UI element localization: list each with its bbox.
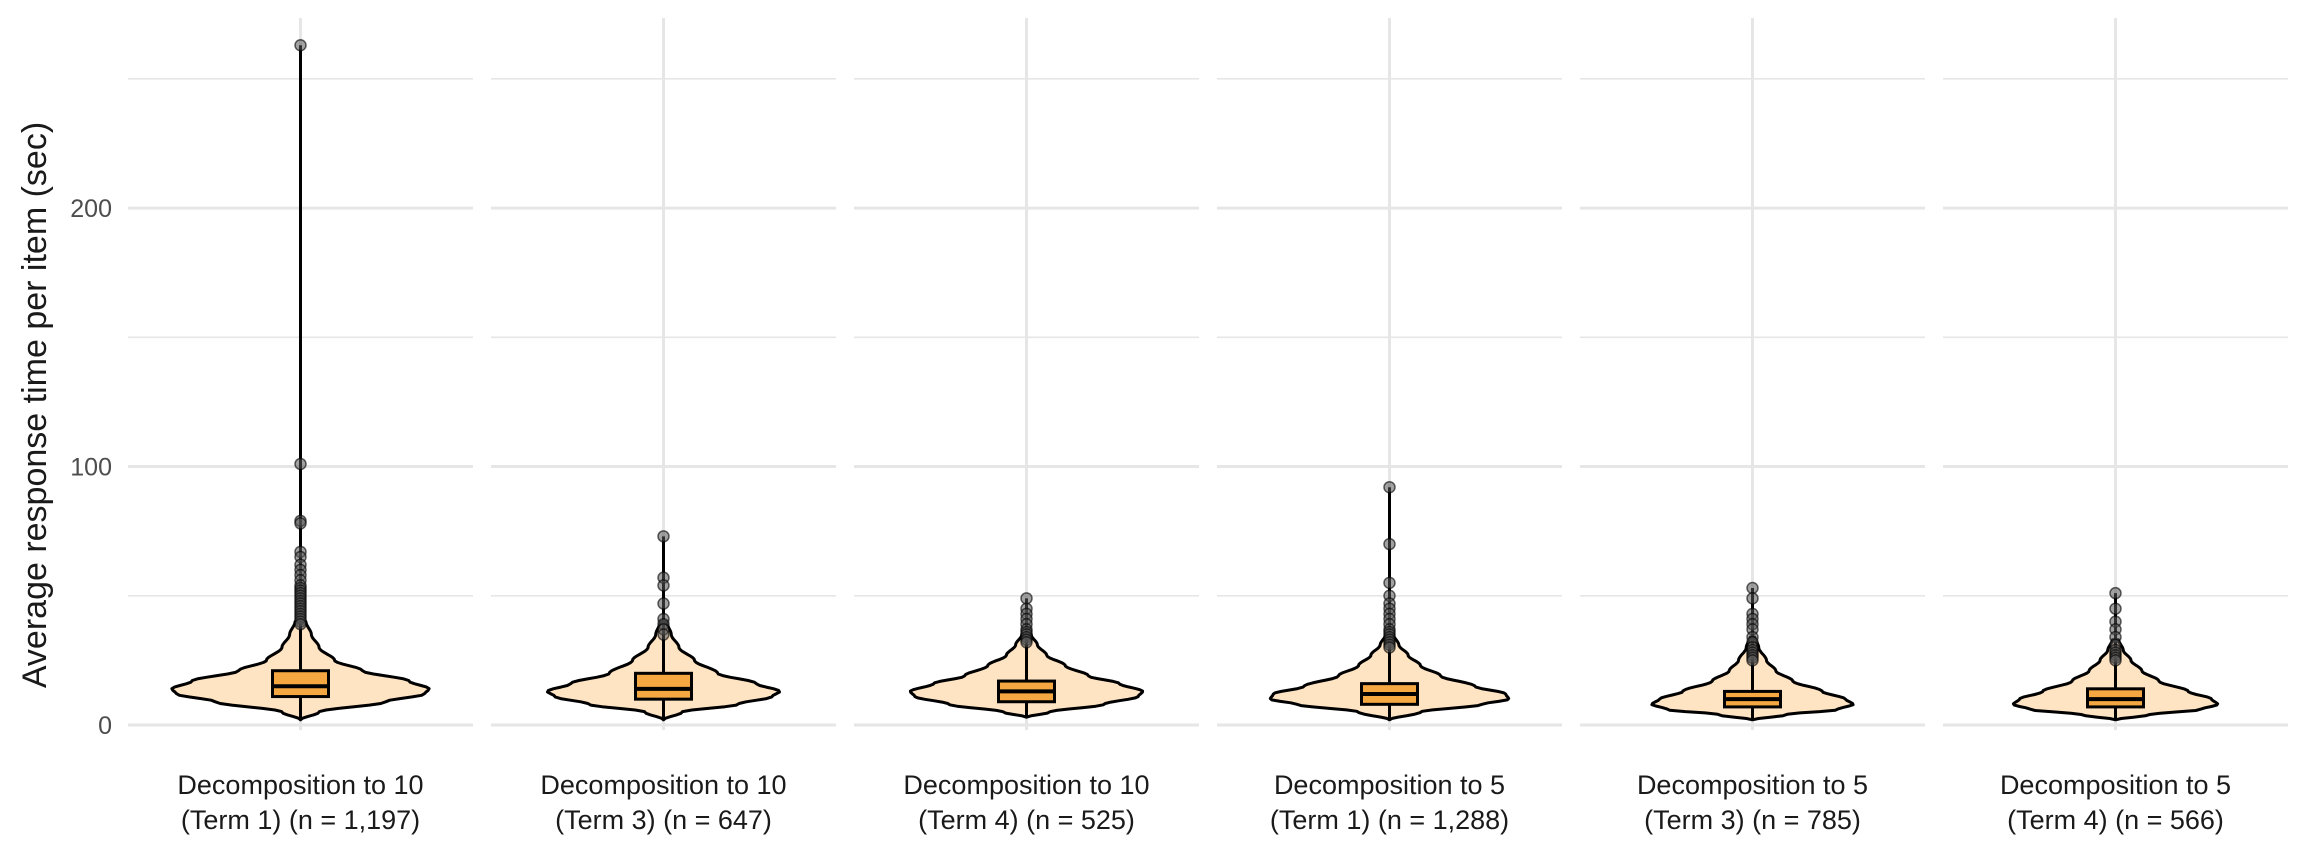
category-label-line1: Decomposition to 10	[540, 770, 786, 800]
outlier-point	[1746, 654, 1759, 667]
y-axis: Average response time per item (sec) 0 10…	[16, 122, 112, 740]
category-label-line2: (Term 1) (n = 1,288)	[1270, 805, 1509, 835]
outlier-point	[1746, 581, 1759, 595]
box-iqr	[271, 669, 330, 699]
grid-layer	[128, 18, 2288, 730]
violin-panel: Decomposition to 10 (Term 4) (n = 525)	[903, 592, 1150, 835]
category-label-line1: Decomposition to 10	[903, 770, 1149, 800]
outlier-point	[1383, 537, 1396, 551]
outlier-point	[294, 517, 307, 530]
category-label-line2: (Term 1) (n = 1,197)	[181, 805, 420, 835]
outlier-point	[1383, 641, 1396, 654]
outlier-point	[1746, 592, 1759, 605]
category-label-line1: Decomposition to 5	[2000, 770, 2231, 800]
outlier-point	[1020, 592, 1033, 605]
violin-panel: Decomposition to 10 (Term 3) (n = 647)	[540, 530, 787, 835]
category-label-line1: Decomposition to 10	[177, 770, 423, 800]
outlier-point	[2109, 602, 2122, 615]
y-axis-title: Average response time per item (sec)	[16, 122, 54, 688]
violin-panel: Decomposition to 5 (Term 1) (n = 1,288)	[1268, 480, 1511, 835]
outlier-point	[294, 457, 307, 471]
outlier-point	[657, 628, 670, 641]
outlier-point	[294, 38, 307, 52]
violin-panel: Decomposition to 5 (Term 3) (n = 785)	[1637, 581, 1868, 835]
outlier-point	[1020, 636, 1033, 649]
y-tick-label: 0	[98, 712, 112, 740]
outlier-point	[1383, 576, 1396, 590]
box-iqr	[634, 671, 693, 701]
category-label-line1: Decomposition to 5	[1637, 770, 1868, 800]
outlier-point	[2109, 586, 2122, 600]
category-label-line2: (Term 3) (n = 647)	[555, 805, 772, 835]
y-tick-label: 100	[70, 454, 112, 482]
violin-panel: Decomposition to 10 (Term 1) (n = 1,197)	[170, 38, 431, 835]
y-tick-label: 200	[70, 195, 112, 223]
category-label-line2: (Term 3) (n = 785)	[1644, 805, 1861, 835]
outlier-point	[657, 579, 670, 592]
panels-layer: Decomposition to 10(Term 1) (n = 1,197)D…	[170, 38, 2231, 835]
outlier-point	[1383, 480, 1396, 494]
outlier-point	[657, 530, 670, 543]
outlier-point	[2109, 654, 2122, 667]
category-label-line1: Decomposition to 5	[1274, 770, 1505, 800]
category-label-line2: (Term 4) (n = 566)	[2007, 805, 2224, 835]
outlier-point	[294, 617, 307, 631]
category-label-line2: (Term 4) (n = 525)	[918, 805, 1135, 835]
outlier-point	[657, 597, 670, 610]
violin-panel: Decomposition to 5 (Term 4) (n = 566)	[2000, 586, 2231, 835]
